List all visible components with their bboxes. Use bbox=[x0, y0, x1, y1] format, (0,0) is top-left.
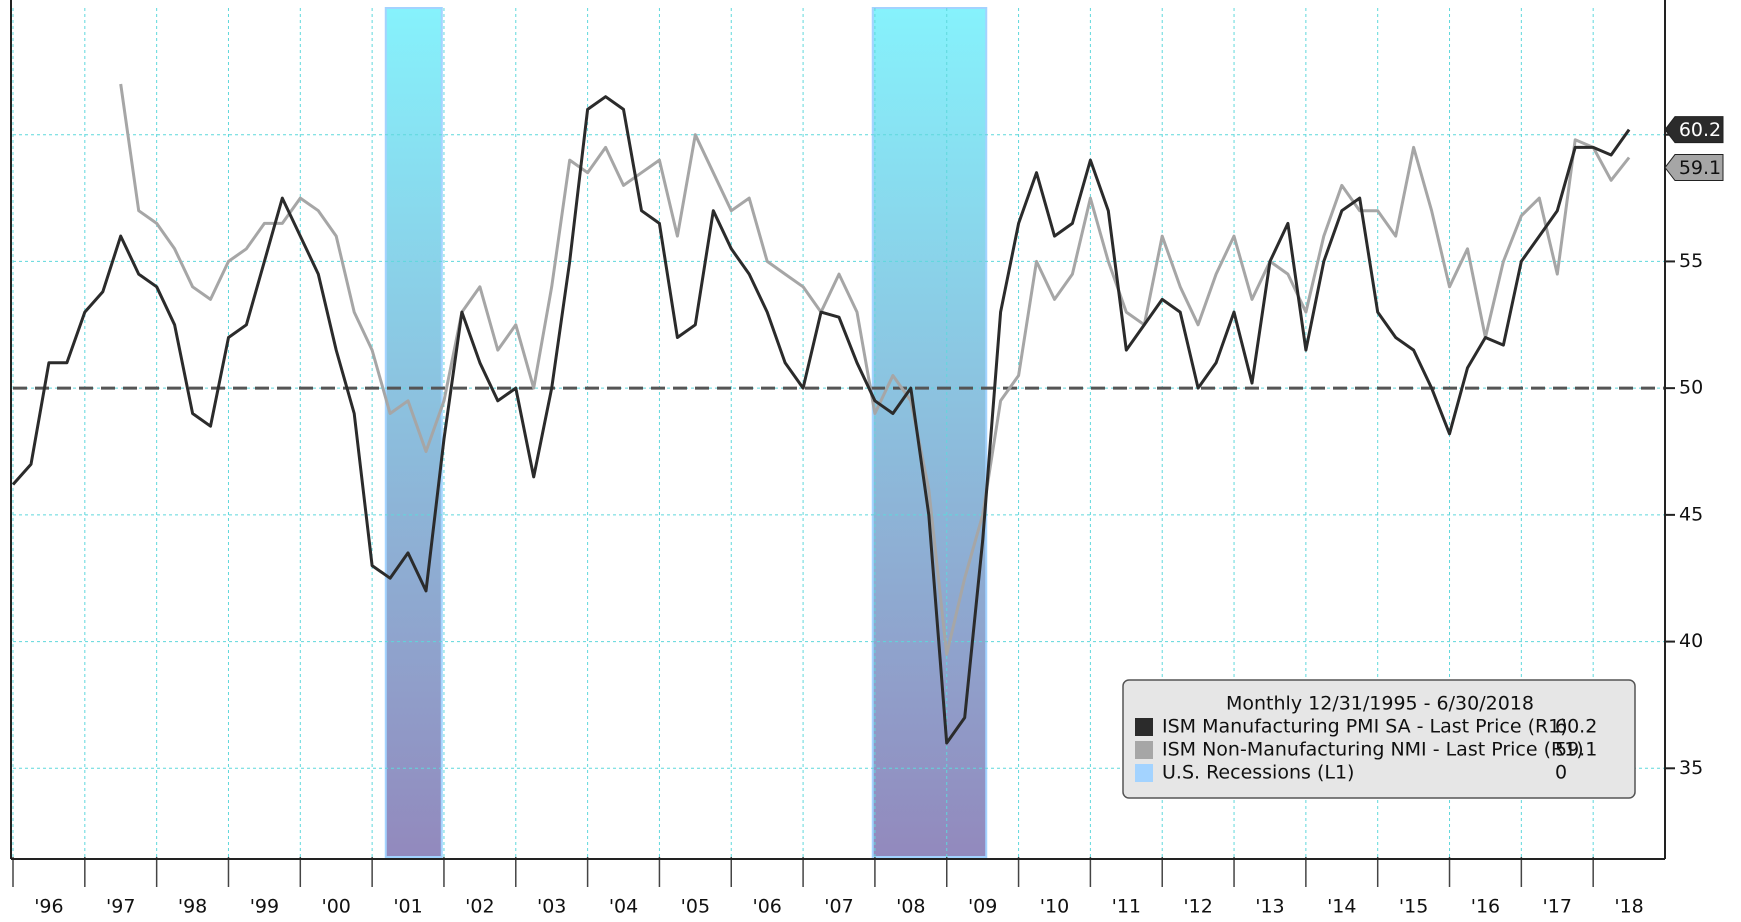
x-tick-label: '98 bbox=[178, 896, 207, 918]
x-tick-label: '05 bbox=[681, 896, 710, 918]
x-tick-label: '17 bbox=[1543, 896, 1572, 918]
x-tick-label: '96 bbox=[34, 896, 63, 918]
legend-value: 59.1 bbox=[1555, 739, 1597, 761]
legend-swatch bbox=[1135, 741, 1153, 759]
series-line bbox=[119, 83, 1631, 656]
x-tick-label: '07 bbox=[824, 896, 853, 918]
x-tick-label: '02 bbox=[465, 896, 494, 918]
legend-label: U.S. Recessions (L1) bbox=[1162, 762, 1354, 784]
y-tick-label: 50 bbox=[1679, 377, 1703, 399]
last-price-tag bbox=[1664, 154, 1724, 182]
x-tick-label: '00 bbox=[322, 896, 351, 918]
legend-label: ISM Non-Manufacturing NMI - Last Price (… bbox=[1162, 739, 1584, 761]
x-tick-label: '03 bbox=[537, 896, 566, 918]
last-price-tag bbox=[1664, 116, 1724, 144]
x-tick-label: '18 bbox=[1614, 896, 1643, 918]
recession-layer bbox=[384, 7, 988, 858]
x-tick-label: '14 bbox=[1327, 896, 1356, 918]
last-price-label: 60.2 bbox=[1679, 119, 1721, 141]
legend: Monthly 12/31/1995 - 6/30/2018 ISM Manuf… bbox=[1122, 679, 1636, 799]
x-tick-label: '10 bbox=[1040, 896, 1069, 918]
y-tick-label: 45 bbox=[1679, 503, 1703, 525]
x-tick-label: '16 bbox=[1471, 896, 1500, 918]
x-tick-label: '04 bbox=[609, 896, 638, 918]
axis-layer: 354045505560'96'97'98'99'00'01'02'03'04'… bbox=[10, 0, 1724, 918]
legend-box bbox=[1122, 679, 1636, 799]
recession-band bbox=[871, 7, 988, 858]
legend-value: 0 bbox=[1555, 762, 1567, 784]
last-price-label: 59.1 bbox=[1679, 157, 1721, 179]
x-tick-label: '09 bbox=[968, 896, 997, 918]
x-tick-label: '13 bbox=[1255, 896, 1284, 918]
y-tick-label: 35 bbox=[1679, 757, 1703, 779]
x-tick-label: '06 bbox=[752, 896, 781, 918]
y-tick-label: 40 bbox=[1679, 630, 1703, 652]
x-tick-label: '11 bbox=[1112, 896, 1141, 918]
x-tick-label: '15 bbox=[1399, 896, 1428, 918]
x-tick-label: '97 bbox=[106, 896, 135, 918]
legend-value: 60.2 bbox=[1555, 716, 1597, 738]
x-tick-label: '99 bbox=[250, 896, 279, 918]
x-tick-label: '01 bbox=[393, 896, 422, 918]
legend-swatch bbox=[1135, 764, 1153, 782]
series-line bbox=[11, 95, 1631, 745]
legend-swatch bbox=[1135, 718, 1153, 736]
legend-label: ISM Manufacturing PMI SA - Last Price (R… bbox=[1162, 716, 1568, 738]
legend-title: Monthly 12/31/1995 - 6/30/2018 bbox=[1226, 693, 1534, 715]
line-layer bbox=[11, 83, 1665, 745]
y-tick-label: 55 bbox=[1679, 250, 1703, 272]
x-tick-label: '12 bbox=[1183, 896, 1212, 918]
x-tick-label: '08 bbox=[896, 896, 925, 918]
